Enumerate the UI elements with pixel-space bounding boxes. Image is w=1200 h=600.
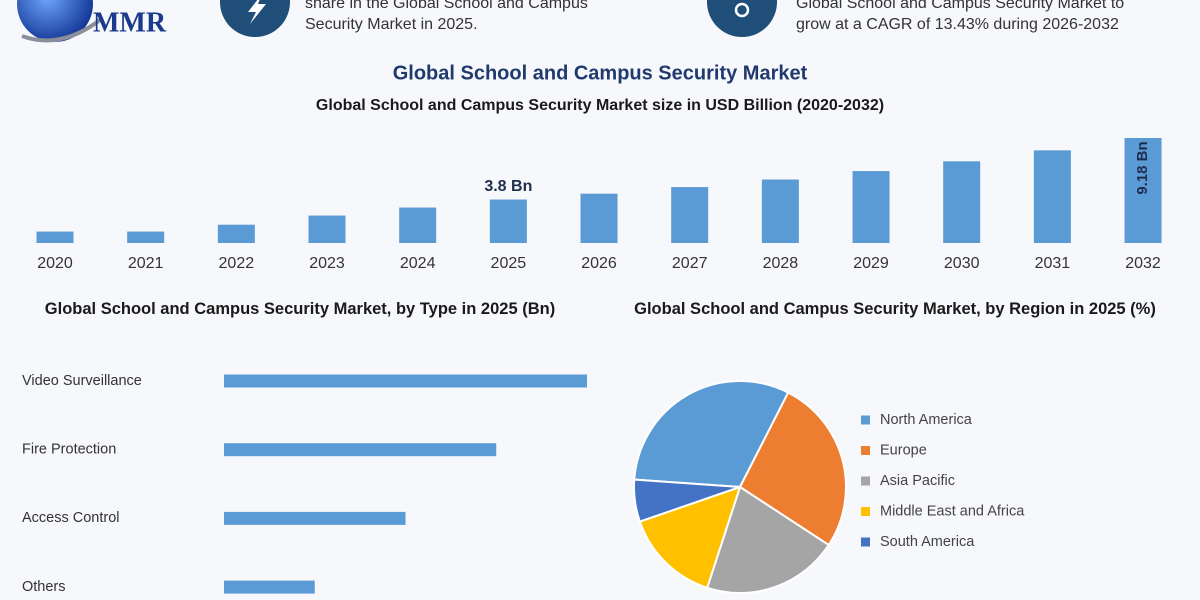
x-tick-label: 2027 [672,255,708,272]
y-tick-label: Others [22,579,66,595]
x-tick-label: 2026 [581,255,617,272]
bar [852,171,890,243]
bar [943,161,981,243]
legend-swatch [861,415,870,425]
stat-text: Global School and Campus Security Market… [796,0,1124,12]
data-label: 3.8 Bn [484,178,532,195]
y-tick-label: Video Surveillance [22,373,142,389]
stat-text: share in the Global School and Campus [305,0,588,12]
legend-swatch [861,537,870,547]
bar [217,224,255,243]
bar [761,179,799,243]
stat-icon-glyph [734,2,750,18]
legend-label: North America [880,412,973,428]
pie-slice [638,485,742,590]
x-tick-label: 2020 [37,255,73,272]
stat-text: Security Market in 2025. [305,16,478,33]
pie-slice [705,485,831,594]
bar [1124,138,1162,243]
bar [127,231,165,243]
stat-text: grow at a CAGR of 13.43% during 2026-203… [796,16,1119,33]
stat-icon [707,0,777,37]
stat-icon [220,0,290,37]
x-tick-label: 2028 [763,255,799,272]
bar [399,207,437,243]
legend-label: Middle East and Africa [880,503,1025,519]
chart-title: Global School and Campus Security Market… [44,300,556,318]
bar [224,443,497,457]
logo-swoosh [21,18,102,43]
pie-slice [633,478,741,523]
y-tick-label: Fire Protection [22,442,116,458]
bar [308,215,346,243]
legend-swatch [861,507,870,516]
bar [224,511,406,525]
stat-icon-glyph [248,0,266,24]
logo-globe [17,0,93,42]
legend-label: Europe [880,442,927,458]
legend-swatch [861,476,870,486]
x-tick-label: 2030 [944,255,980,272]
x-tick-label: 2029 [853,255,889,272]
chart-title: Global School and Campus Security Market… [634,300,1156,318]
bar [36,231,74,243]
x-tick-label: 2032 [1125,255,1161,272]
bar [671,187,709,243]
legend-swatch [861,446,870,455]
x-tick-label: 2024 [400,255,436,272]
bar [489,199,527,243]
chart-subtitle: Global School and Campus Security Market… [316,97,884,114]
data-label: 9.18 Bn [1134,141,1151,194]
legend-label: South America [880,534,975,550]
bar [580,193,618,243]
chart-title: Global School and Campus Security Market [393,62,808,84]
x-tick-label: 2023 [309,255,345,272]
x-tick-label: 2025 [491,255,527,272]
logo-text: MMR [93,7,167,38]
legend-label: Asia Pacific [880,473,955,489]
pie-slice [738,391,847,547]
x-tick-label: 2021 [128,255,164,272]
pie-slice [633,380,790,489]
bar [1033,150,1071,243]
bar [224,374,587,388]
x-tick-label: 2022 [219,255,255,272]
x-tick-label: 2031 [1035,255,1071,272]
y-tick-label: Access Control [22,510,120,526]
bar [224,580,315,594]
